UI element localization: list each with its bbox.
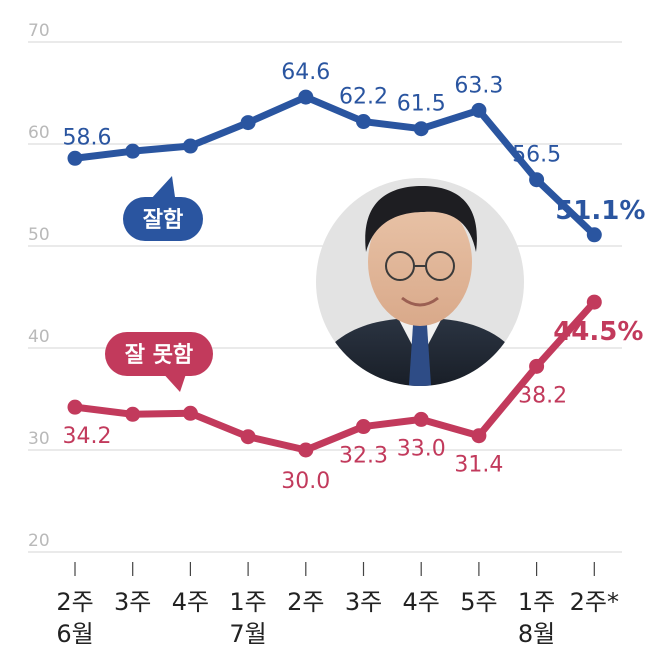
y-axis-ticks: 20 30 40 50 60 70 — [28, 21, 50, 551]
point-s0-9 — [586, 227, 602, 243]
portrait-photo — [316, 178, 524, 386]
x-tick-month-3: 7월 — [229, 620, 266, 648]
value-label-s0-0: 58.6 — [63, 125, 112, 150]
point-s1-5 — [356, 419, 371, 435]
legend-bubbles: 잘함잘 못함 — [105, 176, 213, 392]
legend-label-0: 잘함 — [143, 208, 183, 233]
value-label-s0-9: 51.1% — [555, 196, 645, 226]
point-s0-2 — [182, 138, 198, 154]
value-label-s1-6: 33.0 — [397, 436, 446, 461]
x-tick-week-5: 3주 — [345, 588, 382, 616]
point-s0-8 — [529, 172, 545, 188]
value-label-s1-4: 30.0 — [281, 469, 330, 494]
x-tick-month-8: 8월 — [518, 620, 555, 648]
x-tick-week-2: 4주 — [172, 588, 209, 616]
point-s1-8 — [529, 358, 545, 374]
value-label-s0-6: 61.5 — [397, 92, 446, 117]
value-labels: 58.6 64.6 62.2 61.5 63.3 56.5 51.1% 34.2 30.0 32.… — [63, 60, 646, 494]
x-tick-week-8: 1주 — [518, 588, 555, 616]
point-s0-0 — [67, 150, 83, 166]
point-s1-6 — [413, 411, 429, 427]
point-s0-3 — [240, 115, 256, 131]
point-s1-1 — [125, 406, 141, 422]
series-layer — [67, 89, 602, 458]
x-tick-week-4: 2주 — [287, 588, 324, 616]
legend-bubble-0 — [123, 197, 203, 241]
point-s1-2 — [182, 405, 198, 421]
point-s0-5 — [356, 114, 371, 130]
legend-bubble-1 — [105, 332, 213, 376]
legend-label-1: 잘 못함 — [125, 343, 193, 368]
point-s1-9 — [586, 294, 602, 310]
point-s1-4 — [298, 442, 314, 458]
point-s0-4 — [298, 89, 314, 105]
y-tick-20: 20 — [28, 531, 50, 551]
point-s1-7 — [471, 428, 487, 444]
value-label-s0-5: 62.2 — [339, 85, 388, 110]
y-tick-70: 70 — [28, 21, 50, 41]
value-label-s0-7: 63.3 — [454, 73, 503, 98]
y-tick-30: 30 — [28, 429, 50, 449]
value-label-s0-8: 56.5 — [512, 143, 561, 168]
x-axis-ticks: 2주 6월 3주 4주 1주 7월 2주 3주 4주 5주 1주 8월 2주* — [56, 562, 619, 648]
x-tick-month-0: 6월 — [56, 620, 93, 648]
point-s1-0 — [67, 399, 83, 415]
point-s0-1 — [125, 143, 141, 159]
y-tick-50: 50 — [28, 225, 50, 245]
value-label-s1-9: 44.5% — [553, 317, 643, 347]
x-tick-week-1: 3주 — [114, 588, 151, 616]
y-tick-40: 40 — [28, 327, 50, 347]
point-s1-3 — [240, 429, 256, 445]
series-line-0 — [71, 93, 598, 239]
value-label-s1-8: 38.2 — [518, 383, 567, 408]
value-label-s1-0: 34.2 — [63, 424, 112, 449]
x-tick-week-0: 2주 — [56, 588, 93, 616]
value-label-s1-7: 31.4 — [454, 453, 503, 478]
value-label-s0-4: 64.6 — [281, 60, 330, 85]
series-line-1 — [71, 298, 598, 454]
x-tick-week-7: 5주 — [460, 588, 497, 616]
x-tick-week-6: 4주 — [403, 588, 440, 616]
x-tick-week-3: 1주 — [229, 588, 266, 616]
x-tick-week-9: 2주* — [570, 588, 619, 616]
point-s0-6 — [413, 121, 429, 137]
y-tick-60: 60 — [28, 123, 50, 143]
value-label-s1-5: 32.3 — [339, 444, 388, 469]
point-s0-7 — [471, 102, 487, 118]
